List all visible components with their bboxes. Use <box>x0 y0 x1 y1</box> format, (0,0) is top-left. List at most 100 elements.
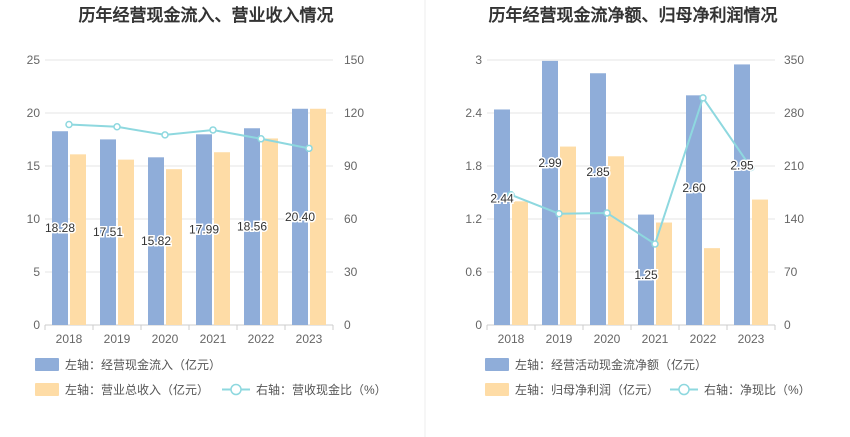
bar-primary <box>244 128 260 325</box>
legend-label: 左轴：营业总收入（亿元） <box>65 382 209 397</box>
left-axis-tick-label: 25 <box>27 53 41 67</box>
bar-data-label: 18.28 <box>45 221 75 235</box>
bar-primary <box>196 134 212 325</box>
x-axis-tick-label: 2018 <box>498 332 525 346</box>
bar-primary <box>542 60 558 326</box>
bar-data-label: 2.60 <box>682 181 706 195</box>
x-axis-tick-label: 2019 <box>546 332 573 346</box>
bar-primary <box>734 64 750 326</box>
bar-secondary <box>118 159 134 325</box>
bar-secondary <box>704 248 720 325</box>
left-axis-tick-label: 2.4 <box>465 106 482 120</box>
bar-data-label: 17.99 <box>189 223 219 237</box>
line-point <box>699 94 707 102</box>
bar-secondary <box>262 138 278 325</box>
bar-data-label: 17.51 <box>93 225 123 239</box>
bar-data-label: 2.85 <box>586 165 610 179</box>
x-axis-tick-label: 2019 <box>104 332 131 346</box>
bar-data-label: 15.82 <box>141 234 171 248</box>
bar-secondary <box>70 154 86 325</box>
line-point <box>747 163 755 172</box>
bar-primary <box>52 131 68 325</box>
bar-primary <box>494 109 510 325</box>
x-axis-tick-label: 2018 <box>56 332 83 346</box>
bar-primary <box>638 214 654 325</box>
right-axis-tick-label: 60 <box>344 212 358 226</box>
line-point <box>161 131 169 139</box>
bar-secondary <box>166 169 182 325</box>
bar-data-label: 2.95 <box>730 159 754 173</box>
legend-swatch <box>35 383 59 396</box>
x-axis-tick-label: 2023 <box>738 332 765 346</box>
right-axis-tick-label: 210 <box>784 159 804 173</box>
legend-swatch <box>485 358 509 371</box>
bar-data-label: 2.99 <box>538 156 562 170</box>
left-axis-tick-label: 3 <box>475 53 482 67</box>
bar-primary <box>148 157 164 325</box>
legend-line-marker <box>678 383 690 396</box>
bar-primary <box>100 139 116 325</box>
bar-data-label: 20.40 <box>285 210 315 224</box>
x-axis-tick-label: 2021 <box>642 332 669 346</box>
series-line <box>68 123 310 150</box>
right-axis-tick-label: 350 <box>784 53 804 67</box>
line-point <box>603 209 611 217</box>
left-axis-tick-label: 10 <box>27 212 41 226</box>
legend-swatch <box>485 383 509 396</box>
legend-label: 左轴：归母净利润（亿元） <box>515 382 659 397</box>
line-point <box>209 126 217 134</box>
left-axis-tick-label: 1.8 <box>465 159 482 173</box>
left-axis-tick-label: 1.2 <box>465 212 482 226</box>
right-axis-tick-label: 70 <box>784 265 798 279</box>
x-axis-tick-label: 2021 <box>200 332 227 346</box>
right-axis-tick-label: 150 <box>344 53 364 67</box>
bar-secondary <box>214 152 230 325</box>
bar-secondary <box>560 146 576 325</box>
bar-secondary <box>752 199 768 325</box>
line-point <box>257 135 265 143</box>
legend-label: 左轴：经营现金流入（亿元） <box>65 357 221 372</box>
x-axis-tick-label: 2023 <box>296 332 323 346</box>
bar-primary <box>292 108 308 325</box>
right-axis-tick-label: 0 <box>344 318 351 332</box>
bar-secondary <box>512 201 528 325</box>
legend-label: 右轴：净现比（%） <box>704 382 811 397</box>
legend-label: 右轴：营收现金比（%） <box>256 382 387 397</box>
x-axis-tick-label: 2020 <box>594 332 621 346</box>
line-point <box>651 240 659 248</box>
bar-data-label: 18.56 <box>237 220 267 234</box>
left-axis-tick-label: 15 <box>27 159 41 173</box>
left-axis-tick-label: 0 <box>33 318 40 332</box>
left-axis-tick-label: 0 <box>475 318 482 332</box>
legend-swatch <box>35 358 59 371</box>
line-point <box>113 123 121 131</box>
right-axis-tick-label: 0 <box>784 318 791 332</box>
line-point <box>507 191 515 199</box>
left-axis-tick-label: 20 <box>27 106 41 120</box>
right-axis-tick-label: 140 <box>784 212 804 226</box>
bar-data-label: 1.25 <box>634 268 658 282</box>
bar-primary <box>686 95 702 325</box>
right-axis-tick-label: 90 <box>344 159 358 173</box>
x-axis-tick-label: 2022 <box>248 332 275 346</box>
bar-secondary <box>310 108 326 325</box>
x-axis-tick-label: 2022 <box>690 332 717 346</box>
chart-title: 历年经营现金流入、营业收入情况 <box>79 5 334 25</box>
bar-primary <box>590 73 606 325</box>
left-axis-tick-label: 0.6 <box>465 265 482 279</box>
line-point <box>555 209 563 218</box>
line-point <box>65 120 73 129</box>
series-line <box>510 95 752 246</box>
right-axis-tick-label: 120 <box>344 106 364 120</box>
line-point <box>305 144 313 153</box>
left-axis-tick-label: 5 <box>33 265 40 279</box>
right-axis-tick-label: 30 <box>344 265 358 279</box>
bar-data-label: 2.44 <box>490 191 514 205</box>
x-axis-tick-label: 2020 <box>152 332 179 346</box>
legend-label: 左轴：经营活动现金流净额（亿元） <box>515 357 707 372</box>
legend-line-marker <box>230 383 242 396</box>
bar-secondary <box>656 222 672 325</box>
right-axis-tick-label: 280 <box>784 106 804 120</box>
